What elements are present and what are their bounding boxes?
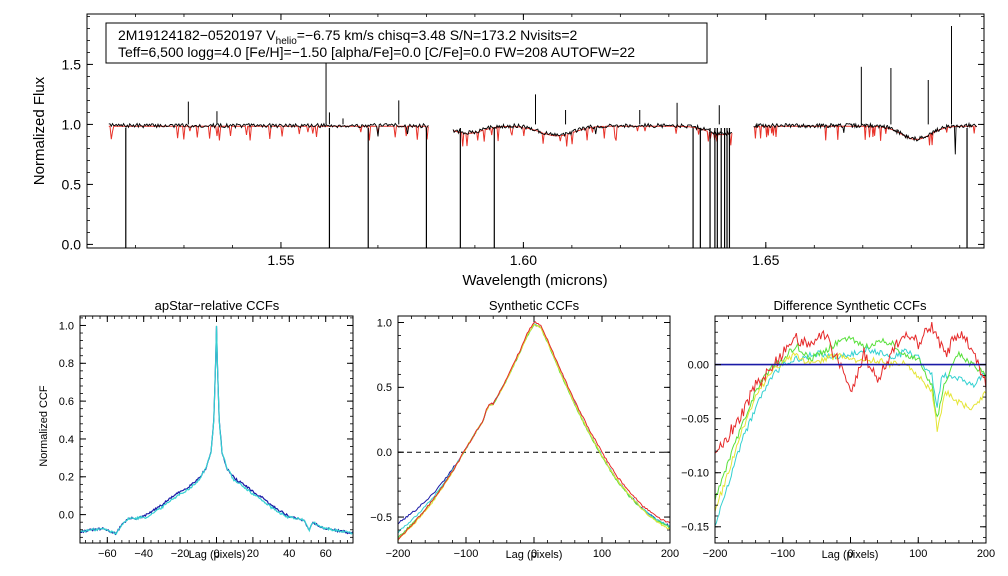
- synthetic-ccf-xtick-label: 100: [593, 548, 611, 560]
- apstar-ccf-ticks: −60 −40 −20 0 20 40 60 0.0 0.2 0.4 0.6 0.8 1.0: [59, 316, 353, 560]
- synthetic-ccf-lines: [397, 321, 671, 542]
- info-box: [105, 22, 708, 64]
- spectrum-xtick-label: 1.65: [752, 252, 779, 268]
- apstar-ccf-xtick-label: 0: [213, 548, 219, 560]
- apstar-ccf-ytick-label: 0.2: [59, 472, 74, 484]
- spectrum-axes-box: [86, 13, 985, 249]
- apstar-ccf-ytick-label: 0.0: [59, 509, 74, 521]
- apstar-ccf-ytick-label: 0.6: [59, 396, 74, 408]
- apstar-ccf-xtick-label: −40: [134, 548, 153, 560]
- difference-ccf-ytick-label: −0.10: [681, 468, 709, 480]
- difference-ccf-axes-box: [714, 315, 987, 544]
- difference-ccf-xlabel: Lag (pixels): [822, 549, 879, 561]
- synthetic-ccf-xtick-label: −100: [454, 548, 479, 560]
- spectrum-ytick-label: 0.5: [62, 176, 82, 192]
- spectrum-ytick-label: 0.0: [62, 236, 82, 252]
- apstar-ccf-panel: −60 −40 −20 0 20 40 60 0.0 0.2 0.4 0.6 0.8 1.0 apSta…: [38, 298, 354, 561]
- apstar-ccf-xtick-label: −60: [98, 548, 117, 560]
- difference-ccf-xtick-label: −200: [703, 548, 728, 560]
- spectrum-panel: 1.55 1.60 1.65 0.0 0.5 1.0 1.5 2M19124182−0520…: [31, 13, 985, 289]
- apstar-ccf-xtick-label: −20: [171, 548, 190, 560]
- difference-ccf-ticks: −200 −100 0 100 200 −0.15 −0.10 −0.05 0.00: [681, 316, 995, 560]
- apstar-ccf-xtick-label: 20: [247, 548, 259, 560]
- model-spectrum-line: [753, 125, 977, 146]
- synthetic-ccf-title: Synthetic CCFs: [489, 298, 580, 313]
- apstar-ccf-ylabel: Normalized CCF: [38, 385, 50, 467]
- synthetic-ccf-series-1: [397, 323, 671, 534]
- difference-ccf-ytick-label: −0.15: [681, 522, 709, 534]
- apstar-ccf-xtick-label: 60: [320, 548, 332, 560]
- spectrum-ylabel: Normalized Flux: [31, 76, 48, 185]
- spectrum-xtick-label: 1.60: [510, 252, 537, 268]
- info-line-1: 2M19124182−0520197 Vhelio=−6.75 km/s chi…: [118, 27, 578, 47]
- synthetic-ccf-series-2: [397, 323, 671, 539]
- difference-ccf-xtick-label: 200: [977, 548, 995, 560]
- apstar-ccf-ytick-label: 0.4: [59, 434, 74, 446]
- synthetic-ccf-xtick-label: −200: [386, 548, 411, 560]
- synthetic-ccf-ytick-label: 0.5: [377, 382, 392, 394]
- difference-ccf-lines: [714, 322, 987, 527]
- difference-ccf-panel: −200 −100 0 100 200 −0.15 −0.10 −0.05 0.00 Diffe…: [681, 298, 995, 561]
- difference-ccf-xtick-label: −100: [770, 548, 795, 560]
- observed-spectrum-line: [753, 121, 977, 155]
- apstar-ccf-ytick-label: 0.8: [59, 358, 74, 370]
- observed-spectrum-line: [108, 122, 429, 137]
- difference-ccf-xtick-label: 100: [909, 548, 927, 560]
- synthetic-ccf-axes-box: [397, 315, 671, 544]
- difference-ccf-title: Difference Synthetic CCFs: [774, 298, 927, 313]
- apstar-ccf-xtick-label: 40: [283, 548, 295, 560]
- model-spectrum-line: [452, 125, 733, 147]
- synthetic-ccf-ticks: −200 −100 0 100 200 −0.5 0.0 0.5 1.0: [370, 316, 679, 560]
- info-line-2: Teff=6,500 logg=4.0 [Fe/H]=−1.50 [alpha/…: [118, 44, 635, 60]
- synthetic-ccf-ytick-label: 1.0: [377, 317, 392, 329]
- synthetic-ccf-xlabel: Lag (pixels): [506, 549, 563, 561]
- difference-ccf-series-4: [714, 322, 987, 454]
- synthetic-ccf-series-3: [397, 323, 671, 542]
- apstar-ccf-lines: [79, 325, 354, 536]
- difference-ccf-xtick-label: 0: [847, 548, 853, 560]
- synthetic-ccf-xtick-label: 0: [531, 548, 537, 560]
- synthetic-ccf-ytick-label: −0.5: [370, 512, 392, 524]
- apstar-ccf-series-0: [79, 326, 354, 536]
- apstar-ccf-xlabel: Lag (pixels): [189, 549, 246, 561]
- synthetic-ccf-panel: −200 −100 0 100 200 −0.5 0.0 0.5 1.0 Synthetic C…: [370, 298, 679, 561]
- synthetic-ccf-ytick-label: 0.0: [377, 447, 392, 459]
- apstar-ccf-title: apStar−relative CCFs: [155, 298, 280, 313]
- spectrum-xlabel: Wavelength (microns): [462, 272, 607, 289]
- info-line-1-main: 2M19124182−0520197 V: [118, 27, 276, 43]
- synthetic-ccf-xtick-label: 200: [661, 548, 679, 560]
- observed-spectrum-line: [452, 122, 732, 138]
- difference-ccf-ytick-label: −0.05: [681, 414, 709, 426]
- spectrum-ytick-label: 1.5: [62, 56, 82, 72]
- difference-ccf-series-2: [714, 335, 987, 501]
- difference-ccf-series-1: [714, 345, 987, 527]
- spectrum-lines: [108, 26, 977, 248]
- info-line-1-subscript: helio: [276, 36, 298, 47]
- difference-ccf-series-3: [714, 351, 987, 512]
- apstar-ccf-axes-box: [79, 315, 354, 544]
- info-line-1-rest: =−6.75 km/s chisq=3.48 S/N=173.2 Nvisits…: [297, 27, 578, 43]
- synthetic-ccf-series-4: [397, 321, 671, 540]
- difference-ccf-ytick-label: 0.00: [688, 359, 709, 371]
- apstar-ccf-series-1: [79, 325, 354, 535]
- apstar-ccf-ytick-label: 1.0: [59, 320, 74, 332]
- spectrum-xtick-label: 1.55: [267, 252, 294, 268]
- spectrum-ytick-label: 1.0: [62, 116, 82, 132]
